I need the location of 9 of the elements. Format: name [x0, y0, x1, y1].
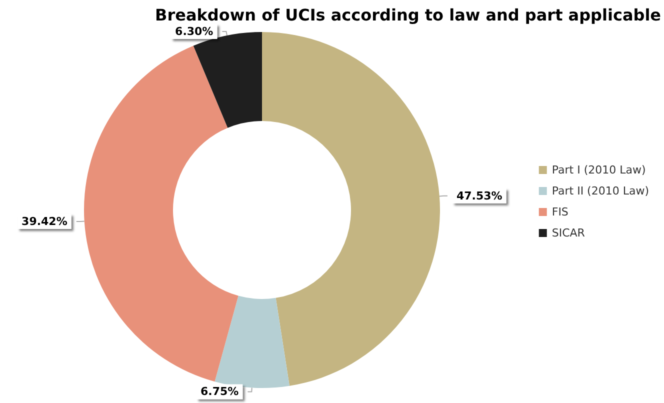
- data-label: 39.42%: [22, 215, 68, 228]
- data-label: 6.75%: [200, 385, 239, 398]
- legend-label: Part I (2010 Law): [552, 164, 646, 176]
- chart-title: Breakdown of UCIs according to law and part applicable: [155, 6, 662, 24]
- legend-label: Part II (2010 Law): [552, 184, 650, 198]
- legend-label: FIS: [552, 206, 568, 218]
- legend-label: SICAR: [552, 226, 586, 240]
- data-label: 6.30%: [175, 25, 214, 38]
- data-label: 47.53%: [456, 189, 502, 202]
